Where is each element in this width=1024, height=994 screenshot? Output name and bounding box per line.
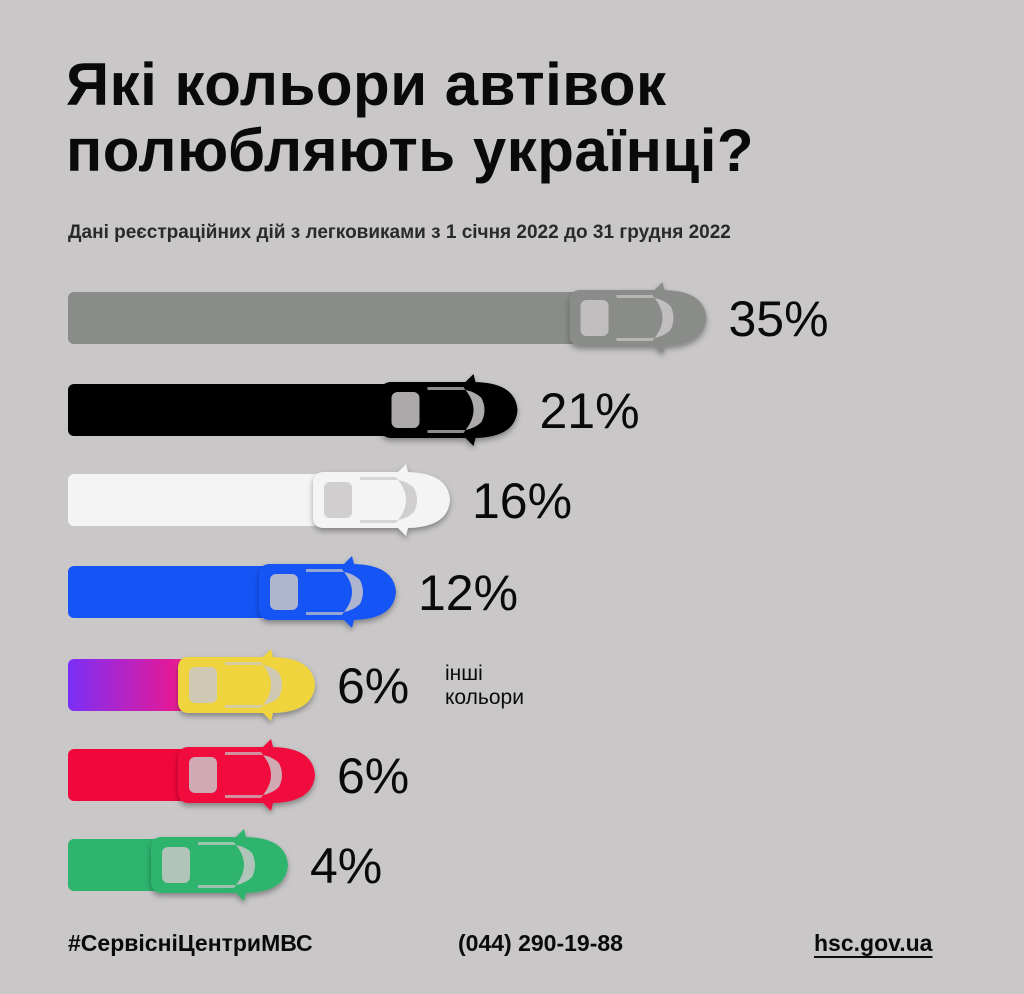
- bar-row-white: 16%: [68, 464, 572, 536]
- value-label: 6%: [337, 748, 409, 804]
- footer-website-link[interactable]: hsc.gov.ua: [814, 930, 933, 956]
- car-top-view-icon: [178, 649, 315, 721]
- footer-phone: (044) 290-19-88: [458, 930, 623, 956]
- bar-row-black: 21%: [68, 374, 640, 446]
- car-top-view-icon: [259, 556, 396, 628]
- car-top-view-icon: [151, 829, 288, 901]
- bar-row-grey: 35%: [68, 282, 829, 354]
- value-label: 16%: [472, 473, 572, 529]
- car-top-view-icon: [380, 374, 518, 446]
- title-line-1: Які кольори автівок: [66, 51, 667, 118]
- bar: [68, 384, 458, 436]
- bar: [68, 292, 647, 344]
- annotation-other-colors: кольори: [445, 686, 524, 709]
- annotation-other-colors: інші: [445, 662, 483, 685]
- bar-row-green: 4%: [68, 829, 382, 901]
- bar: [68, 474, 390, 526]
- car-top-view-icon: [313, 464, 450, 536]
- chart-title: Які кольори автівок полюбляють українці?: [66, 52, 754, 184]
- value-label: 21%: [540, 383, 640, 439]
- footer-hashtag: #СервісніЦентриМВС: [68, 930, 313, 956]
- value-label: 12%: [418, 565, 518, 621]
- title-line-2: полюбляють українці?: [66, 117, 755, 184]
- car-top-view-icon: [569, 282, 707, 354]
- value-label: 6%: [337, 658, 409, 714]
- value-label: 4%: [310, 838, 382, 894]
- bar-row-blue: 12%: [68, 556, 518, 628]
- bar-row-red: 6%: [68, 739, 409, 811]
- value-label: 35%: [729, 291, 829, 347]
- car-top-view-icon: [178, 739, 315, 811]
- chart-subtitle: Дані реєстраційних дій з легковиками з 1…: [68, 222, 731, 243]
